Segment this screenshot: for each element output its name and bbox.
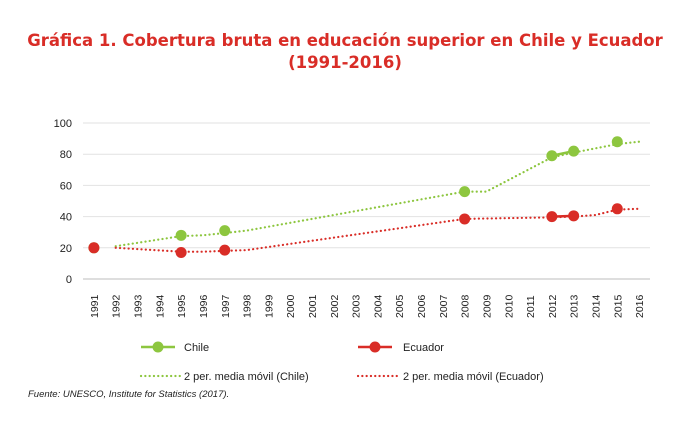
x-tick-label: 2014 bbox=[590, 294, 602, 318]
data-point bbox=[546, 150, 558, 162]
x-tick-label: 1993 bbox=[133, 294, 145, 318]
x-tick-label: 2015 bbox=[612, 294, 624, 318]
legend-swatch-marker bbox=[152, 341, 164, 353]
y-axis-ticks: 0 20 40 60 80 100 bbox=[54, 118, 72, 286]
x-tick-label: 2007 bbox=[438, 294, 450, 318]
series-3 bbox=[114, 207, 641, 253]
x-tick-label: 2010 bbox=[503, 294, 515, 318]
data-point bbox=[459, 213, 471, 225]
x-tick-label: 2013 bbox=[569, 294, 581, 318]
legend-label: Chile bbox=[184, 342, 209, 354]
source-note: Fuente: UNESCO, Institute for Statistics… bbox=[28, 389, 230, 400]
x-tick-label: 2006 bbox=[416, 294, 428, 318]
chart-title: Gráfica 1. Cobertura bruta en educación … bbox=[0, 30, 690, 74]
x-tick-label: 2008 bbox=[460, 294, 472, 318]
legend-label: 2 per. media móvil (Ecuador) bbox=[403, 371, 544, 383]
legend: Chile Ecuador 2 per. media móvil (Chile) 2 … bbox=[139, 341, 544, 383]
x-tick-label: 2002 bbox=[329, 294, 341, 318]
x-tick-label: 2000 bbox=[285, 294, 297, 318]
legend-swatch-marker bbox=[369, 341, 381, 353]
chart-title-line-2: (1991-2016) bbox=[288, 53, 402, 72]
x-tick-label: 1995 bbox=[176, 294, 188, 318]
data-point bbox=[88, 242, 100, 254]
data-point bbox=[219, 244, 231, 256]
series-1 bbox=[88, 203, 623, 258]
trend-line bbox=[114, 140, 641, 248]
series-layer bbox=[88, 136, 641, 258]
y-tick-label: 60 bbox=[60, 180, 72, 192]
legend-item-0: Chile bbox=[141, 341, 209, 354]
y-tick-label: 100 bbox=[54, 118, 72, 130]
y-tick-label: 0 bbox=[66, 274, 72, 286]
grid-lines bbox=[83, 122, 650, 280]
x-tick-label: 2005 bbox=[394, 294, 406, 318]
x-tick-label: 2003 bbox=[351, 294, 363, 318]
x-tick-label: 1997 bbox=[220, 294, 232, 318]
x-tick-label: 2011 bbox=[525, 295, 537, 318]
y-tick-label: 80 bbox=[60, 149, 72, 161]
data-point bbox=[611, 203, 623, 215]
y-tick-label: 40 bbox=[60, 212, 72, 224]
x-axis-ticks: 1991 1992 1993 1994 1995 1996 1997 1998 1999 2000… bbox=[89, 294, 646, 318]
x-tick-label: 1996 bbox=[198, 294, 210, 318]
data-point bbox=[175, 229, 187, 241]
legend-item-2: 2 per. media móvil (Chile) bbox=[139, 371, 309, 383]
trend-line bbox=[114, 207, 641, 253]
legend-label: 2 per. media móvil (Chile) bbox=[184, 371, 309, 383]
chart-title-line-1: Gráfica 1. Cobertura bruta en educación … bbox=[27, 31, 663, 50]
x-tick-label: 1991 bbox=[89, 294, 101, 318]
x-tick-label: 1999 bbox=[263, 294, 275, 318]
x-tick-label: 2004 bbox=[372, 294, 384, 318]
data-point bbox=[219, 225, 231, 237]
legend-item-3: 2 per. media móvil (Ecuador) bbox=[356, 371, 544, 383]
data-point bbox=[611, 136, 623, 148]
series-2 bbox=[114, 140, 641, 248]
data-point bbox=[568, 145, 580, 157]
legend-label: Ecuador bbox=[403, 342, 444, 354]
x-tick-label: 2016 bbox=[634, 294, 646, 318]
y-tick-label: 20 bbox=[60, 243, 72, 255]
data-point bbox=[175, 246, 187, 258]
x-tick-label: 1998 bbox=[242, 294, 254, 318]
x-tick-label: 2012 bbox=[547, 294, 559, 318]
x-tick-label: 1992 bbox=[111, 294, 123, 318]
x-tick-label: 2009 bbox=[481, 294, 493, 318]
x-tick-label: 1994 bbox=[154, 294, 166, 318]
x-tick-label: 2001 bbox=[307, 294, 319, 318]
legend-item-1: Ecuador bbox=[358, 341, 444, 354]
